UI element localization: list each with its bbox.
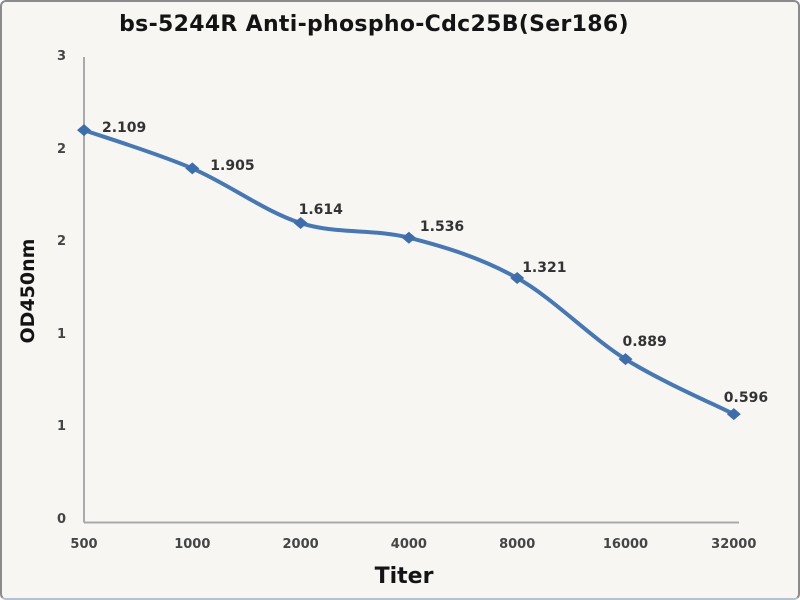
data-point-label: 2.109 [102, 120, 147, 137]
x-axis-tick-label: 1000 [174, 537, 211, 552]
axis-lines [83, 57, 739, 524]
data-point-marker [77, 124, 91, 137]
line-series [82, 128, 736, 417]
x-axis-tick-label: 500 [70, 537, 98, 552]
x-axis-tick-label: 4000 [390, 537, 427, 552]
y-axis-tick-label: 1 [56, 326, 66, 342]
y-axis-tick-label: 0 [56, 512, 66, 527]
data-point-label: 1.614 [298, 202, 343, 219]
data-point-label: 1.321 [522, 260, 567, 277]
data-point-marker [510, 272, 525, 285]
y-axis-tick-label: 2 [56, 141, 66, 157]
x-axis-title: Titer [374, 564, 434, 589]
data-point-label: 1.536 [419, 218, 465, 235]
data-point-label: 1.905 [210, 158, 255, 175]
data-point-marker [293, 217, 308, 230]
y-axis-tick-label: 3 [56, 49, 66, 64]
x-axis-tick-label: 16000 [602, 537, 649, 552]
x-axis-tick-label: 2000 [282, 537, 319, 552]
x-axis-tick-label: 32000 [711, 537, 757, 552]
chart-title: bs-5244R Anti-phospho-Cdc25B(Ser186) [119, 12, 629, 37]
y-axis-tick-label: 2 [56, 234, 66, 250]
x-axis-tick-label: 8000 [499, 537, 536, 552]
data-point-label: 0.596 [723, 390, 769, 407]
data-point-marker [401, 231, 416, 244]
data-point-label: 0.889 [622, 334, 667, 351]
data-point-marker [618, 353, 633, 366]
data-point-marker [726, 408, 741, 421]
y-axis-tick-label: 1 [56, 419, 66, 435]
data-point-marker [185, 162, 200, 175]
